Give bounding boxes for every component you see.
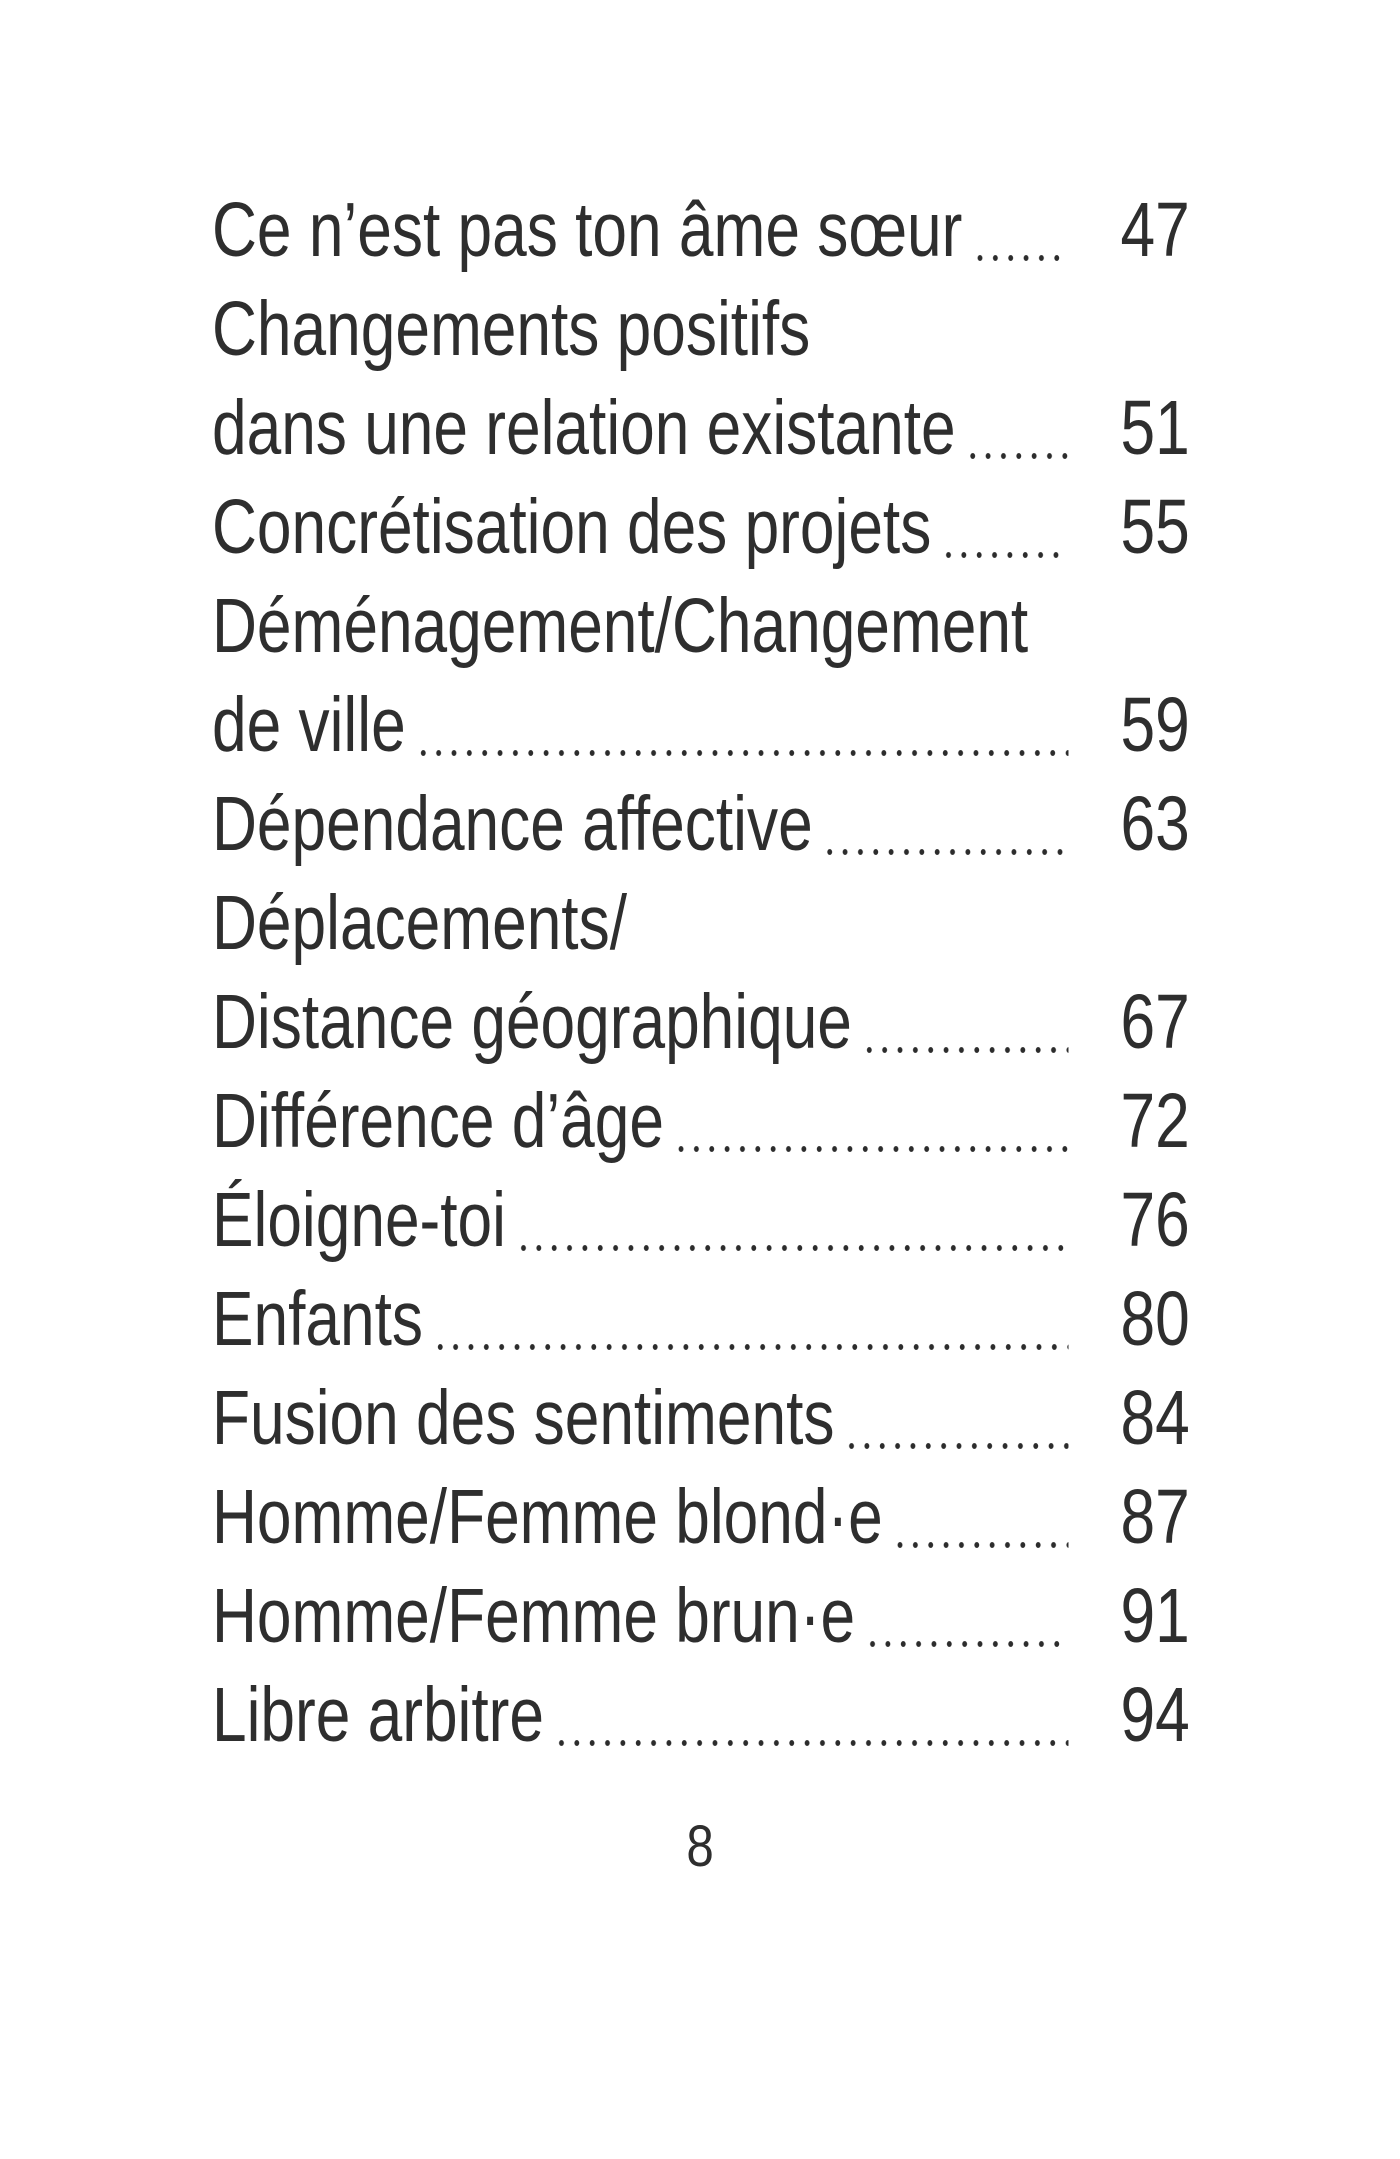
- toc-entry-page: 67: [1120, 979, 1190, 1065]
- dot-leader: [861, 973, 1069, 1072]
- toc-entry[interactable]: Ce n’est pas ton âme sœur 47: [212, 181, 1190, 280]
- toc-entry[interactable]: Dépendance affective 63: [212, 775, 1190, 874]
- dot-leader: [972, 181, 1069, 280]
- toc-entry[interactable]: Éloigne-toi 76: [212, 1171, 1190, 1270]
- toc-entry[interactable]: Homme/Femme brun·e 91: [212, 1567, 1190, 1666]
- dot-leader: [822, 775, 1069, 874]
- toc-entry-page: 84: [1120, 1375, 1190, 1461]
- toc-entry-page: 63: [1120, 781, 1190, 867]
- toc-entry[interactable]: Libre arbitre 94: [212, 1666, 1190, 1765]
- table-of-contents: Ce n’est pas ton âme sœur 47 Changements…: [212, 181, 1190, 1765]
- toc-entry-label: Différence d’âge: [212, 1078, 664, 1164]
- toc-entry-page: 91: [1120, 1573, 1190, 1659]
- toc-entry-page: 51: [1120, 385, 1190, 471]
- dot-leader: [515, 1171, 1069, 1270]
- toc-entry-label: Déménagement/Changement: [212, 583, 1029, 669]
- toc-entry[interactable]: Enfants 80: [212, 1270, 1190, 1369]
- toc-entry-label: Éloigne-toi: [212, 1177, 506, 1263]
- toc-entry[interactable]: Fusion des sentiments 84: [212, 1369, 1190, 1468]
- dot-leader: [892, 1468, 1069, 1567]
- toc-entry-label: Libre arbitre: [212, 1672, 544, 1758]
- toc-entry-label: Homme/Femme brun·e: [212, 1573, 856, 1659]
- toc-entry-page: 76: [1120, 1177, 1190, 1263]
- toc-entry-label: Distance géographique: [212, 979, 852, 1065]
- toc-entry-label: Changements positifs: [212, 286, 811, 372]
- toc-entry[interactable]: Concrétisation des projets 55: [212, 478, 1190, 577]
- toc-entry-page: 59: [1120, 682, 1190, 768]
- toc-entry[interactable]: dans une relation existante 51: [212, 379, 1190, 478]
- dot-leader: [553, 1666, 1069, 1765]
- dot-leader: [844, 1369, 1069, 1468]
- toc-entry-label: Dépendance affective: [212, 781, 813, 867]
- toc-entry[interactable]: de ville 59: [212, 676, 1190, 775]
- toc-entry-label: dans une relation existante: [212, 385, 956, 471]
- dot-leader: [432, 1270, 1069, 1369]
- dot-leader: [965, 379, 1069, 478]
- toc-entry[interactable]: Distance géographique 67: [212, 973, 1190, 1072]
- toc-entry[interactable]: Changements positifs: [212, 280, 1190, 379]
- toc-entry-page: 87: [1120, 1474, 1190, 1560]
- toc-entry-page: 72: [1120, 1078, 1190, 1164]
- toc-entry-label: Concrétisation des projets: [212, 484, 932, 570]
- toc-entry[interactable]: Homme/Femme blond·e 87: [212, 1468, 1190, 1567]
- dot-leader: [415, 676, 1069, 775]
- toc-entry-label: Enfants: [212, 1276, 423, 1362]
- toc-entry-page: 94: [1120, 1672, 1190, 1758]
- toc-entry-label: de ville: [212, 682, 406, 768]
- toc-entry-page: 55: [1120, 484, 1190, 570]
- dot-leader: [941, 478, 1069, 577]
- toc-entry[interactable]: Déplacements/: [212, 874, 1190, 973]
- toc-entry[interactable]: Différence d’âge 72: [212, 1072, 1190, 1171]
- folio-page-number: 8: [686, 1814, 714, 1879]
- dot-leader: [864, 1567, 1069, 1666]
- toc-entry[interactable]: Déménagement/Changement: [212, 577, 1190, 676]
- toc-entry-page: 47: [1120, 187, 1190, 273]
- page-footer: 8: [0, 1817, 1400, 1877]
- toc-entry-label: Homme/Femme blond·e: [212, 1474, 883, 1560]
- toc-entry-label: Fusion des sentiments: [212, 1375, 835, 1461]
- toc-entry-label: Déplacements/: [212, 880, 627, 966]
- toc-entry-page: 80: [1120, 1276, 1190, 1362]
- dot-leader: [673, 1072, 1069, 1171]
- toc-entry-label: Ce n’est pas ton âme sœur: [212, 187, 963, 273]
